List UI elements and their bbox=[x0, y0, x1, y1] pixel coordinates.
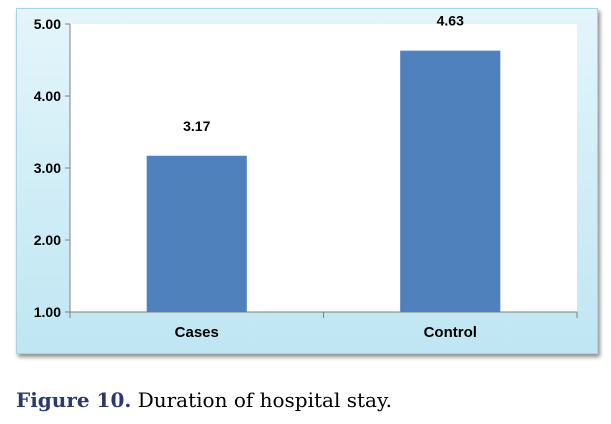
figure-caption-text: Duration of hospital stay. bbox=[131, 388, 392, 412]
y-tick-label: 5.00 bbox=[34, 16, 61, 32]
y-tick-label: 4.00 bbox=[34, 88, 61, 104]
y-tick-label: 2.00 bbox=[34, 232, 61, 248]
data-label-control: 4.63 bbox=[437, 13, 464, 29]
chart-frame: 1.00 2.00 3.00 4.00 5.00 3.17 Cases 4.63 Control bbox=[16, 8, 598, 354]
figure-caption-label: Figure 10. bbox=[16, 388, 132, 412]
bar-cases bbox=[146, 155, 247, 312]
y-tick-label: 3.00 bbox=[34, 160, 61, 176]
bar-chart: 1.00 2.00 3.00 4.00 5.00 3.17 Cases 4.63 Control bbox=[34, 13, 578, 341]
y-tick-label: 1.00 bbox=[34, 304, 61, 320]
data-label-cases: 3.17 bbox=[183, 118, 210, 134]
category-label-control: Control bbox=[424, 324, 477, 341]
plot-area bbox=[70, 24, 577, 312]
figure-caption: Figure 10. Duration of hospital stay. bbox=[16, 388, 392, 412]
category-label-cases: Cases bbox=[175, 324, 219, 341]
bar-control bbox=[400, 50, 501, 312]
